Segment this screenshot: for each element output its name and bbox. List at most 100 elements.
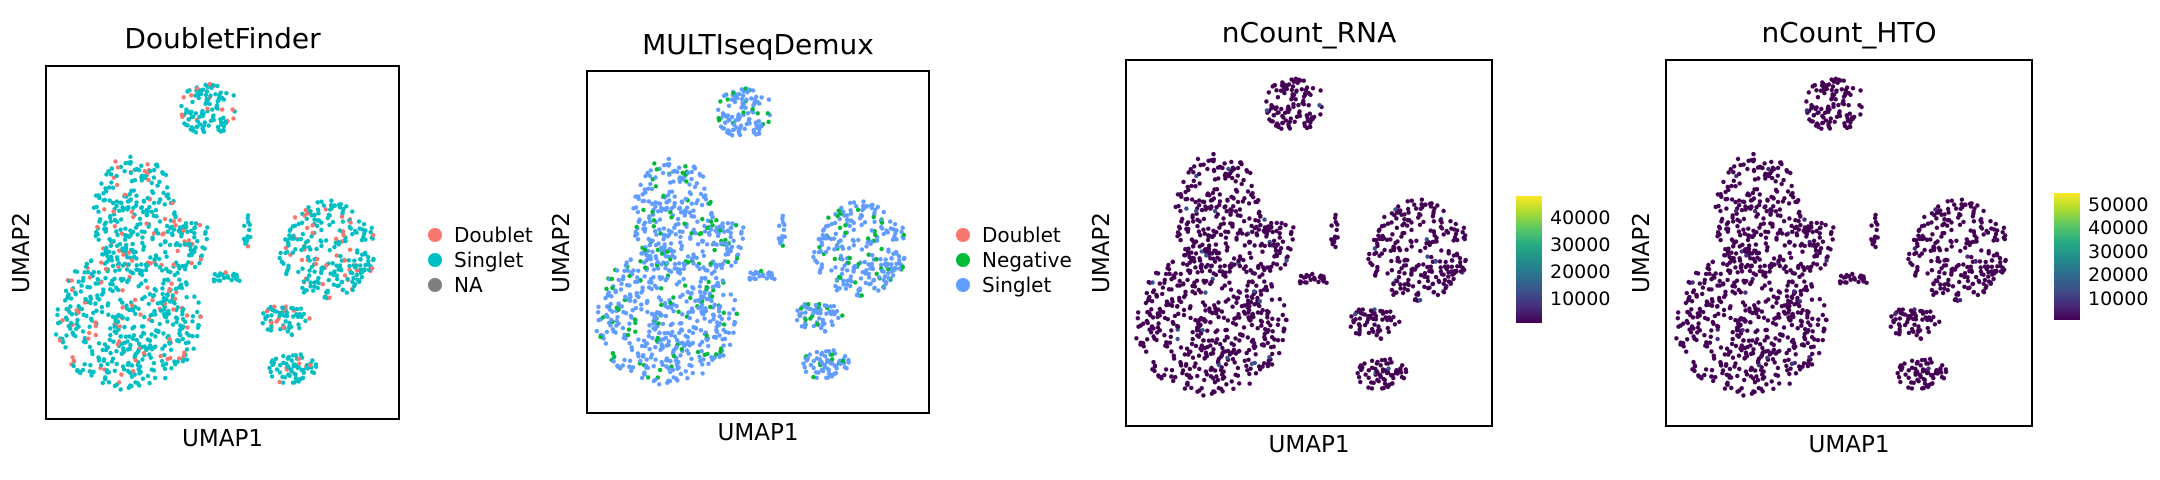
cell-point (1402, 217, 1407, 222)
cell-point (1256, 218, 1261, 224)
cell-point (768, 272, 773, 277)
cell-point (1417, 222, 1423, 227)
cell-point (176, 228, 182, 233)
cell-point (114, 229, 119, 234)
cell-point (743, 105, 748, 110)
cell-point (151, 167, 157, 173)
cell-point (664, 205, 669, 211)
cell-point (1302, 280, 1308, 285)
cell-point (848, 211, 854, 216)
cell-point (327, 248, 332, 253)
cell-point (669, 189, 675, 194)
cell-point (269, 320, 274, 325)
cell-point (836, 239, 841, 245)
cell-point (1773, 187, 1779, 193)
cell-point (848, 200, 853, 206)
cell-point (863, 280, 868, 286)
cell-point (677, 165, 682, 170)
cell-point (247, 222, 252, 227)
cell-point (718, 99, 723, 104)
cell-point (733, 259, 738, 265)
cell-point (1208, 281, 1213, 287)
cell-point (99, 309, 105, 315)
cell-point (741, 110, 746, 115)
cell-point (694, 181, 700, 186)
cell-point (854, 204, 859, 209)
cell-point (1763, 229, 1768, 234)
cell-point (1191, 219, 1196, 224)
cell-point (1776, 312, 1781, 317)
cell-point (829, 268, 834, 273)
cell-point (1726, 170, 1731, 175)
cell-point (1702, 372, 1707, 378)
cell-point (87, 324, 92, 329)
cell-point (1796, 302, 1801, 308)
cell-point (1449, 264, 1455, 269)
cell-point (1178, 271, 1183, 277)
cell-point (798, 306, 804, 311)
cell-point (80, 329, 86, 334)
cell-point (811, 358, 816, 364)
cell-point (663, 254, 668, 259)
cell-point (292, 215, 298, 220)
cell-point (697, 171, 702, 177)
cell-point (840, 257, 845, 262)
cell-point (78, 289, 84, 294)
cell-point (673, 346, 679, 351)
cell-point (1168, 334, 1173, 339)
cell-point (347, 247, 353, 252)
cell-point (1378, 363, 1383, 368)
cell-point (851, 267, 856, 272)
cell-point (847, 255, 852, 261)
cell-point (129, 258, 135, 263)
cell-point (672, 204, 677, 209)
cell-point (698, 358, 703, 364)
cell-point (598, 334, 603, 340)
cell-point (310, 369, 315, 375)
cell-point (851, 220, 856, 225)
cell-point (1708, 334, 1713, 339)
cell-point (320, 282, 325, 287)
cell-point (174, 338, 180, 343)
cell-point (1784, 168, 1789, 173)
cell-point (848, 208, 853, 213)
cell-point (134, 193, 139, 198)
cell-point (1455, 237, 1460, 243)
cell-point (811, 254, 816, 260)
cell-point (1196, 353, 1202, 358)
cell-point (841, 209, 846, 214)
cell-point (261, 311, 266, 316)
cell-point (1333, 212, 1338, 218)
cell-point (1232, 360, 1237, 365)
cell-point (198, 122, 203, 127)
cell-point (1400, 223, 1405, 228)
cell-point (1844, 125, 1850, 131)
cell-point (109, 359, 115, 364)
cell-point (1254, 283, 1259, 288)
cell-point (1268, 225, 1274, 230)
cell-point (1451, 238, 1456, 243)
cell-point (859, 247, 865, 252)
cell-point (1163, 343, 1168, 348)
cell-point (1400, 231, 1405, 236)
cell-point (603, 341, 609, 346)
cell-point (649, 311, 655, 317)
cell-point (1414, 264, 1419, 269)
cell-point (290, 250, 295, 255)
cell-point (1212, 177, 1218, 182)
cell-point (691, 208, 696, 213)
cell-point (1739, 262, 1744, 267)
cell-point (1202, 345, 1208, 351)
cell-point (1724, 346, 1730, 351)
cell-point (705, 268, 710, 273)
cell-point (293, 353, 298, 358)
cell-point (100, 252, 105, 257)
cell-point (1193, 208, 1199, 214)
cell-point (128, 154, 133, 159)
cell-point (870, 253, 875, 258)
cell-point (689, 176, 694, 182)
cell-point (1202, 377, 1207, 383)
cell-point (157, 265, 162, 270)
cell-point (1385, 370, 1391, 375)
cell-point (1207, 268, 1213, 274)
